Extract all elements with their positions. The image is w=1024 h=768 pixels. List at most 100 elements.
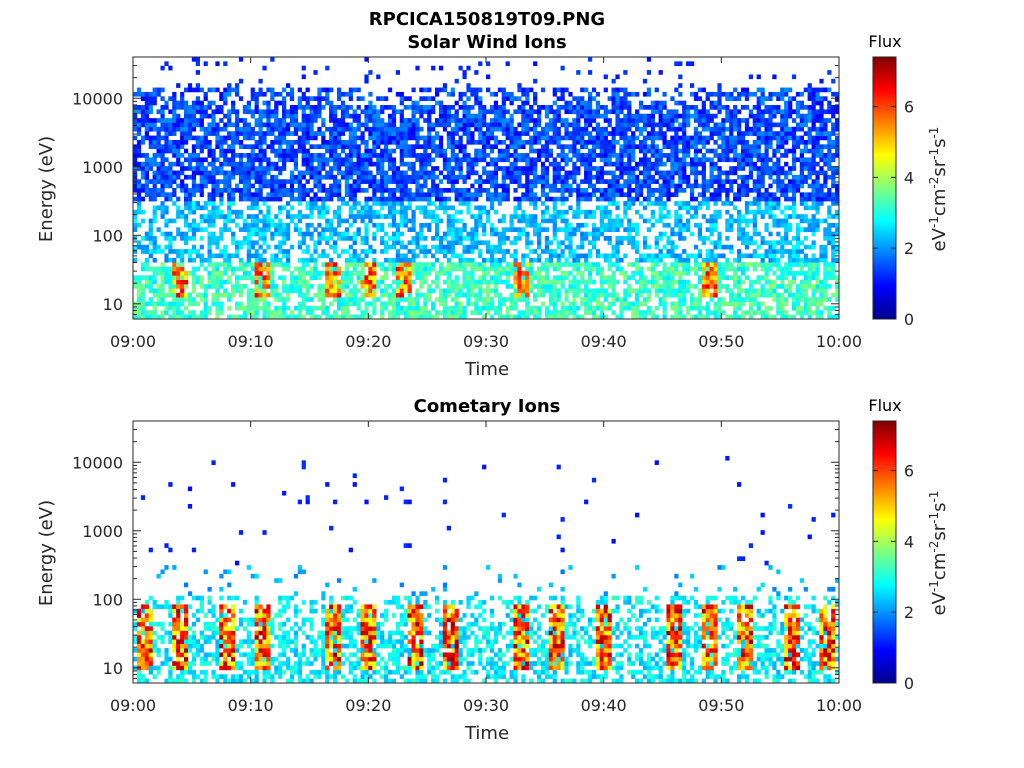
spectrogram-cell <box>309 144 314 149</box>
spectrogram-cell <box>140 305 146 311</box>
spectrogram-cell <box>242 161 248 167</box>
spectrogram-cell <box>635 257 640 263</box>
spectrogram-cell <box>638 188 644 193</box>
spectrogram-cell <box>136 161 142 167</box>
spectrogram-cell <box>552 157 557 163</box>
spectrogram-cell <box>266 126 271 132</box>
spectrogram-cell <box>407 96 412 101</box>
spectrogram-cell <box>203 214 208 219</box>
spectrogram-cell <box>619 270 624 276</box>
spectrogram-cell <box>619 105 624 110</box>
spectrogram-cell <box>533 305 538 311</box>
spectrogram-cell <box>658 183 663 189</box>
spectrogram-cell <box>274 244 279 250</box>
spectrogram-cell <box>368 105 373 110</box>
spectrogram-cell <box>466 65 471 71</box>
spectrogram-cell <box>380 105 385 110</box>
spectrogram-cell <box>282 179 287 184</box>
spectrogram-cell <box>278 170 283 176</box>
spectrogram-cell <box>650 113 655 119</box>
spectrogram-cell <box>584 214 589 219</box>
spectrogram-cell <box>364 166 369 171</box>
spectrogram-cell <box>180 183 185 189</box>
spectrogram-cell <box>289 157 295 163</box>
spectrogram-cell <box>352 113 357 119</box>
spectrogram-cell <box>431 170 436 176</box>
spectrogram-cell <box>360 166 365 171</box>
spectrogram-cell <box>670 279 675 285</box>
spectrogram-cell <box>403 253 408 259</box>
spectrogram-cell <box>325 227 330 232</box>
spectrogram-cell <box>654 244 659 250</box>
spectrogram-cell <box>529 305 534 311</box>
spectrogram-cell <box>635 192 640 198</box>
spectrogram-cell <box>211 214 216 219</box>
spectrogram-cell <box>642 179 648 184</box>
spectrogram-cell <box>442 188 448 193</box>
spectrogram-cell <box>486 266 491 272</box>
spectrogram-cell <box>297 100 302 106</box>
spectrogram-cell <box>458 166 463 171</box>
spectrogram-cell <box>674 301 679 307</box>
spectrogram-cell <box>297 214 302 219</box>
spectrogram-cell <box>144 275 149 280</box>
spectrogram-cell <box>478 179 483 184</box>
spectrogram-cell <box>529 105 534 110</box>
spectrogram-cell <box>478 87 483 93</box>
spectrogram-cell <box>238 305 244 311</box>
spectrogram-cell <box>133 196 138 202</box>
spectrogram-cell <box>415 105 420 110</box>
spectrogram-cell <box>187 126 193 132</box>
spectrogram-cell <box>176 253 181 259</box>
spectrogram-cell <box>533 166 538 171</box>
spectrogram-cell <box>156 314 161 320</box>
spectrogram-cell <box>344 161 350 167</box>
spectrogram-cell <box>215 105 220 110</box>
spectrogram-cell <box>199 297 204 302</box>
spectrogram-cell <box>431 126 436 132</box>
spectrogram-cell <box>309 231 314 237</box>
spectrogram-cell <box>564 131 569 136</box>
spectrogram-cell <box>293 222 299 228</box>
spectrogram-cell <box>603 292 608 298</box>
spectrogram-cell <box>234 153 240 158</box>
spectrogram-cell <box>223 222 228 228</box>
spectrogram-cell <box>431 279 436 285</box>
spectrogram-cell <box>246 144 251 149</box>
spectrogram-cell <box>234 209 240 215</box>
spectrogram-cell <box>423 87 428 93</box>
spectrogram-cell <box>627 183 632 189</box>
spectrogram-cell <box>168 305 173 311</box>
spectrogram-cell <box>203 257 208 263</box>
spectrogram-cell <box>199 284 204 289</box>
spectrogram-cell <box>403 288 408 294</box>
spectrogram-cell <box>611 270 616 276</box>
spectrogram-cell <box>493 157 499 163</box>
spectrogram-cell <box>458 105 463 110</box>
spectrogram-cell <box>285 209 291 215</box>
spectrogram-cell <box>368 209 373 215</box>
spectrogram-cell <box>454 144 459 149</box>
spectrogram-cell <box>619 310 624 315</box>
spectrogram-cell <box>662 179 667 184</box>
spectrogram-cell <box>395 249 401 254</box>
spectrogram-cell <box>140 266 146 272</box>
spectrogram-cell <box>568 270 573 276</box>
spectrogram-cell <box>576 109 581 115</box>
spectrogram-cell <box>156 91 161 97</box>
spectrogram-cell <box>187 153 193 158</box>
spectrogram-cell <box>282 205 287 211</box>
spectrogram-cell <box>513 179 518 184</box>
spectrogram-cell <box>305 157 310 163</box>
spectrogram-cell <box>293 314 299 320</box>
spectrogram-cell <box>415 244 420 250</box>
spectrogram-cell <box>411 253 416 259</box>
spectrogram-cell <box>191 209 197 215</box>
spectrogram-cell <box>462 222 467 228</box>
spectrogram-cell <box>497 126 502 132</box>
spectrogram-cell <box>262 113 267 119</box>
spectrogram-cell <box>635 240 640 246</box>
spectrogram-cell <box>564 153 569 158</box>
spectrogram-cell <box>470 262 475 267</box>
spectrogram-cell <box>674 157 679 163</box>
